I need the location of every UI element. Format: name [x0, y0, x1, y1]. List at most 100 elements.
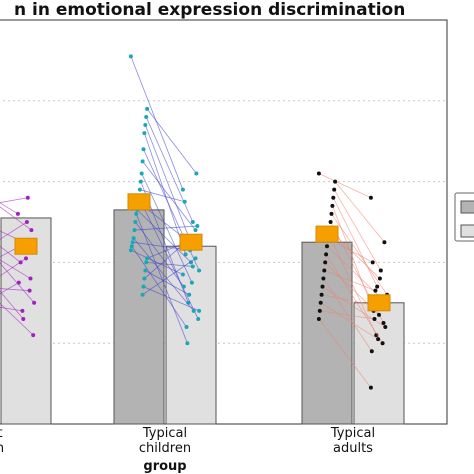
point-g1-s1-12 — [189, 260, 193, 265]
point-g1-s1-25 — [193, 256, 198, 261]
point-g2-s0-4 — [330, 203, 335, 208]
point-g2-s1-19 — [368, 385, 373, 390]
pair-line-g0-7 — [0, 221, 28, 240]
point-g0-s1-10 — [31, 333, 36, 338]
mean-marker-g0-s1 — [14, 237, 38, 255]
point-g2-s1-13 — [373, 288, 378, 293]
category-label-2: Typical adults — [330, 426, 375, 456]
point-g1-s0-24 — [141, 284, 146, 289]
point-g0-s1-12 — [24, 256, 28, 261]
point-g2-s0-3 — [331, 195, 336, 200]
point-g1-s1-2 — [190, 220, 195, 224]
point-g2-s1-7 — [377, 276, 382, 281]
point-g1-s0-13 — [134, 211, 139, 216]
mean-marker-g1-s1 — [179, 233, 203, 251]
point-g1-s1-24 — [197, 308, 202, 313]
category-label-0: tn — [0, 426, 4, 456]
pair-line-g1-18 — [131, 246, 187, 328]
point-g1-s1-19 — [180, 272, 185, 277]
bar-g1-s0 — [113, 209, 165, 425]
pair-line-g1-10 — [138, 197, 199, 320]
point-g2-s1-2 — [378, 268, 383, 273]
point-g0-s1-1 — [29, 228, 34, 233]
mean-marker-g2-s0 — [315, 225, 339, 243]
point-g2-s1-18 — [372, 316, 377, 321]
point-g0-s1-13 — [20, 308, 25, 313]
pair-line-g2-19 — [318, 318, 372, 388]
pair-line-g1-0 — [130, 56, 184, 190]
pair-line-g0-10 — [0, 302, 34, 336]
point-g2-s0-2 — [332, 187, 337, 192]
pair-line-g2-18 — [319, 310, 375, 320]
pair-line-g1-25 — [142, 258, 196, 296]
point-g2-s0-15 — [320, 284, 325, 289]
pair-line-g0-5 — [0, 262, 35, 304]
pair-line-g2-1 — [334, 181, 385, 243]
mean-marker-g1-s0 — [127, 193, 151, 211]
point-g1-s0-3 — [143, 123, 148, 128]
pair-line-g0-9 — [0, 245, 20, 258]
point-g2-s0-11 — [324, 252, 329, 257]
point-g2-s0-16 — [319, 292, 324, 297]
legend-swatch-1 — [460, 224, 474, 238]
pair-line-g0-13 — [0, 306, 23, 312]
pair-line-g2-0 — [318, 173, 372, 199]
point-g2-s1-15 — [383, 325, 388, 330]
point-g0-s1-0 — [15, 211, 20, 216]
point-g1-s0-16 — [131, 236, 136, 241]
point-g1-s0-7 — [139, 171, 144, 176]
pair-line-g1-19 — [130, 249, 184, 275]
point-g1-s1-1 — [194, 171, 199, 176]
category-label-1: Typical children — [139, 426, 191, 456]
point-g2-s0-18 — [317, 308, 322, 313]
x-axis-label: group — [143, 459, 186, 474]
point-g0-s1-7 — [24, 220, 29, 224]
pair-line-g0-6 — [0, 259, 31, 279]
pair-line-g1-3 — [144, 124, 190, 239]
pair-line-g1-15 — [134, 225, 198, 231]
point-g2-s0-14 — [321, 276, 326, 281]
pair-line-g0-4 — [0, 245, 21, 263]
point-g1-s0-25 — [140, 292, 145, 297]
pair-line-g0-0 — [0, 202, 19, 215]
pair-line-g0-11 — [0, 288, 30, 292]
pair-line-g1-14 — [135, 221, 185, 287]
point-g2-s0-13 — [322, 268, 327, 273]
bar-g2-s1 — [353, 302, 405, 425]
point-g2-s0-12 — [323, 260, 328, 265]
point-g2-s1-9 — [370, 260, 375, 265]
point-g1-s1-10 — [196, 316, 201, 321]
point-g1-s0-23 — [142, 276, 147, 281]
bar-g1-s1 — [165, 245, 217, 425]
point-g1-s1-16 — [191, 308, 196, 313]
pair-line-g2-3 — [332, 197, 378, 287]
point-g1-s0-19 — [128, 248, 133, 253]
point-g2-s1-12 — [377, 312, 381, 317]
pair-line-g2-5 — [331, 213, 388, 295]
pair-line-g1-16 — [133, 237, 195, 312]
point-g0-s1-11 — [27, 288, 32, 293]
point-g2-s0-19 — [316, 316, 321, 321]
legend-swatch-0 — [460, 200, 474, 214]
pair-line-g1-1 — [146, 108, 197, 174]
point-g2-s1-3 — [375, 284, 380, 289]
point-g1-s0-0 — [128, 54, 133, 59]
point-g2-s1-0 — [368, 195, 373, 200]
point-g1-s1-18 — [184, 325, 189, 330]
point-g1-s0-14 — [133, 220, 138, 224]
point-g2-s0-10 — [325, 244, 329, 249]
point-g2-s1-6 — [381, 321, 386, 325]
point-g1-s1-21 — [190, 264, 195, 269]
point-g0-s1-8 — [21, 316, 26, 321]
point-g1-s1-7 — [189, 280, 194, 285]
point-g2-s0-5 — [329, 211, 334, 216]
point-g2-s1-14 — [369, 349, 374, 354]
point-g2-s1-17 — [376, 337, 381, 342]
point-g2-s0-6 — [328, 220, 333, 224]
pair-line-g2-4 — [332, 205, 374, 312]
pair-line-g1-6 — [142, 161, 196, 231]
point-g1-s1-4 — [183, 252, 188, 257]
point-g0-s1-5 — [32, 300, 37, 305]
